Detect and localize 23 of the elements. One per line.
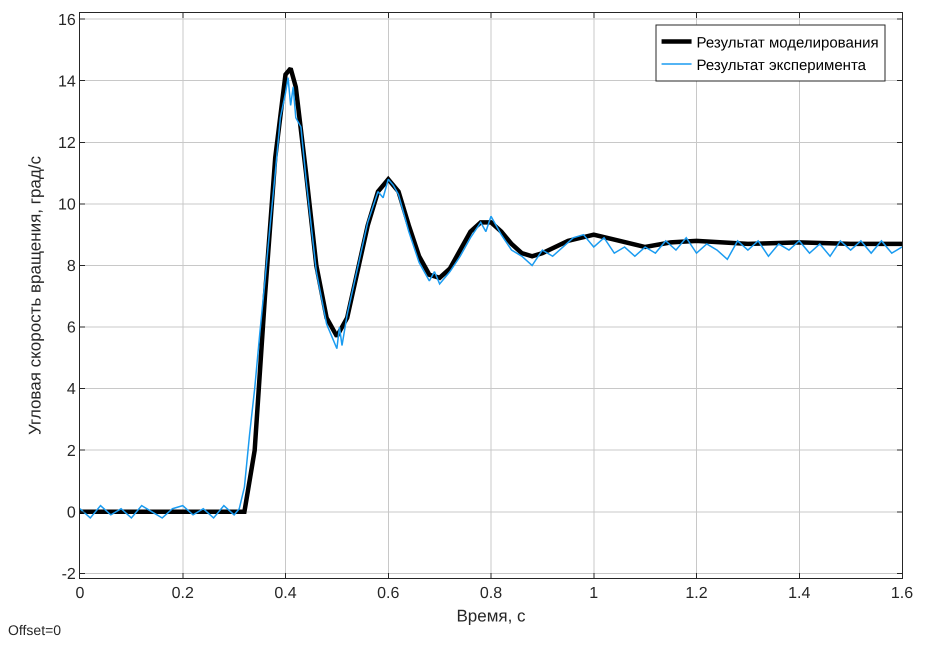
text: Offset=0 [8, 622, 62, 638]
y-tick-label: 0 [66, 504, 76, 522]
y-tick-label: -2 [62, 566, 76, 583]
y-tick-label: 12 [58, 134, 76, 152]
legend-label: Результат моделирования [696, 34, 879, 52]
x-tick-label: 0.8 [480, 585, 502, 602]
y-tick-label: 2 [66, 442, 76, 460]
x-axis-title: Время, с [456, 606, 526, 626]
x-tick-label: 1.2 [685, 585, 708, 602]
y-axis-title: Угловая скорость вращения, град/с [26, 156, 45, 435]
y-tick-label: 6 [66, 320, 76, 337]
y-tick-label: 10 [58, 196, 76, 214]
x-tick-label: 1.4 [788, 585, 810, 602]
x-tick-label: 0.4 [274, 585, 297, 602]
y-tick-label: 4 [66, 381, 76, 398]
y-tick-label: 16 [58, 12, 76, 29]
y-tick-label: 14 [58, 73, 76, 90]
legend-label: Результат эксперимента [696, 56, 867, 74]
x-tick-label: 1 [589, 585, 598, 602]
y-tick-label: 8 [66, 258, 76, 276]
x-tick-label: 1.6 [890, 585, 914, 602]
x-tick-label: 0.2 [172, 585, 194, 602]
x-tick-label: 0.6 [377, 585, 400, 602]
